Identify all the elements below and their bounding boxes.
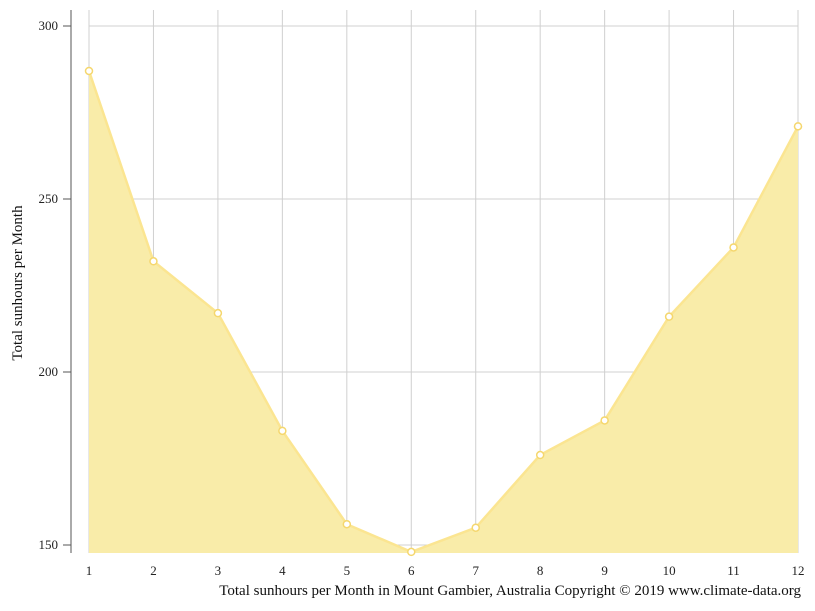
data-point-marker (793, 122, 803, 131)
data-point-marker (84, 66, 94, 76)
y-tick-label: 300 (39, 18, 59, 33)
area-series (87, 70, 800, 554)
y-axis-title: Total sunhours per Month (10, 205, 26, 361)
data-points (84, 66, 803, 557)
data-point-marker (729, 243, 738, 252)
x-tick-label: 9 (601, 563, 608, 578)
area-fill (89, 70, 798, 553)
data-point-marker (342, 519, 352, 529)
data-point-marker (664, 312, 674, 321)
data-point-marker (213, 308, 223, 318)
x-tick-label: 4 (279, 563, 286, 578)
data-point-marker (471, 523, 480, 532)
data-point-marker (600, 416, 609, 425)
data-point-marker (278, 426, 287, 436)
x-tick-label: 1 (86, 563, 93, 578)
series-line (87, 70, 800, 554)
y-tick-label: 250 (39, 191, 59, 206)
x-tick-label: 6 (408, 563, 415, 578)
x-tick-label: 3 (215, 563, 222, 578)
data-point-marker (149, 257, 158, 266)
x-tick-label: 7 (472, 563, 479, 578)
x-tick-label: 5 (344, 563, 351, 578)
chart-caption: Total sunhours per Month in Mount Gambie… (219, 583, 801, 599)
axes (63, 10, 72, 553)
data-point-marker (535, 450, 545, 460)
x-tick-label: 10 (663, 563, 676, 578)
x-tick-label: 8 (537, 563, 544, 578)
y-tick-label: 150 (39, 537, 59, 552)
y-tick-label: 200 (39, 364, 59, 379)
x-tick-label: 11 (727, 563, 740, 578)
data-point-marker (407, 547, 416, 557)
x-tick-label: 2 (150, 563, 157, 578)
x-tick-label: 12 (792, 563, 805, 578)
